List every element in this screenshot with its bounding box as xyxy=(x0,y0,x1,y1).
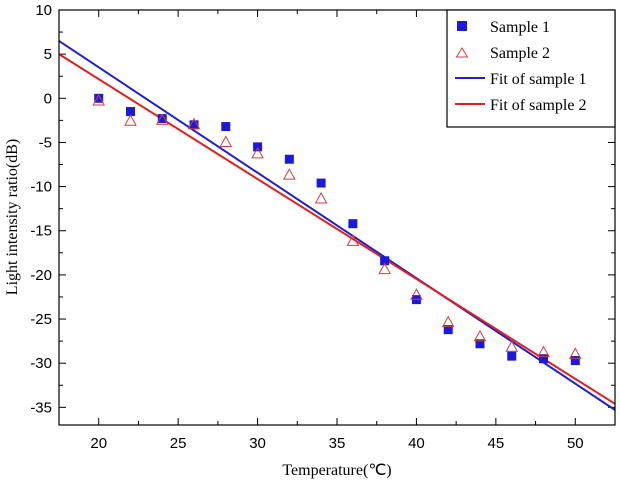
x-tick-label: 20 xyxy=(90,435,107,452)
sample-1-point xyxy=(284,154,294,164)
sample-2-point xyxy=(410,288,423,300)
plot-frame xyxy=(58,9,616,426)
sample-1-point xyxy=(570,356,580,366)
legend-marker-sample-2 xyxy=(455,47,469,58)
x-tick-label: 50 xyxy=(567,435,584,452)
sample-1-point xyxy=(94,93,104,103)
y-tick-label: -30 xyxy=(30,355,52,372)
sample-1-point xyxy=(125,107,135,117)
y-tick-label: 0 xyxy=(44,90,52,107)
sample-2-point xyxy=(124,114,137,126)
sample-1-point xyxy=(253,142,263,152)
sample-1-point xyxy=(475,339,485,349)
sample-2-point xyxy=(92,93,106,106)
fit-line-sample-2 xyxy=(58,53,616,405)
legend-marker-sample-1 xyxy=(457,21,467,31)
legend-label-fit-2: Fit of sample 2 xyxy=(490,97,586,114)
sample-2-point xyxy=(251,146,264,159)
sample-2-point xyxy=(219,135,233,147)
legend-label-fit-1: Fit of sample 1 xyxy=(490,71,586,88)
y-tick-label: -25 xyxy=(30,311,52,328)
sample-2-point xyxy=(378,262,392,275)
sample-2-point xyxy=(505,340,519,352)
y-tick-label: -5 xyxy=(39,134,52,151)
sample-1-point xyxy=(221,122,231,132)
sample-2-point xyxy=(282,168,296,180)
sample-1-point xyxy=(380,256,390,266)
sample-1-point xyxy=(443,325,453,335)
sample-2-point xyxy=(346,234,360,246)
y-tick-label: 5 xyxy=(44,46,52,63)
sample-1-point xyxy=(189,120,199,130)
legend-label-sample-2: Sample 2 xyxy=(490,45,550,62)
data-points xyxy=(92,93,582,366)
sample-2-point xyxy=(568,347,582,359)
sample-2-point xyxy=(187,117,201,130)
legend-box xyxy=(446,9,616,128)
legend: Sample 1 Sample 2 Fit of sample 1 Fit of… xyxy=(446,9,616,128)
sample-1-point xyxy=(539,354,549,364)
sample-1-point xyxy=(348,219,358,229)
y-tick-label: 10 xyxy=(35,2,52,19)
sample-1-point xyxy=(507,351,517,361)
sample-2-point xyxy=(537,345,550,358)
sample-2-point xyxy=(314,191,328,204)
y-axis-title: Light intensity ratio(dB) xyxy=(4,139,21,295)
x-axis-title: Temperature(℃) xyxy=(282,462,391,479)
y-tick-label: -20 xyxy=(30,267,52,284)
sample-2-point xyxy=(155,113,169,125)
y-tick-label: -10 xyxy=(30,179,52,196)
legend-label-sample-1: Sample 1 xyxy=(490,19,550,36)
fit-lines xyxy=(58,40,616,411)
sample-2-point xyxy=(473,329,487,342)
x-tick-label: 35 xyxy=(329,435,346,452)
fit-line-sample-1 xyxy=(58,40,616,411)
sample-2-point xyxy=(441,315,455,328)
x-tick-label: 40 xyxy=(408,435,425,452)
y-tick-label: -15 xyxy=(30,223,52,240)
x-tick-label: 30 xyxy=(249,435,266,452)
sample-1-point xyxy=(316,178,326,188)
y-tick-label: -35 xyxy=(30,399,52,416)
x-tick-label: 25 xyxy=(170,435,187,452)
sample-1-point xyxy=(157,114,167,124)
x-tick-label: 45 xyxy=(488,435,505,452)
